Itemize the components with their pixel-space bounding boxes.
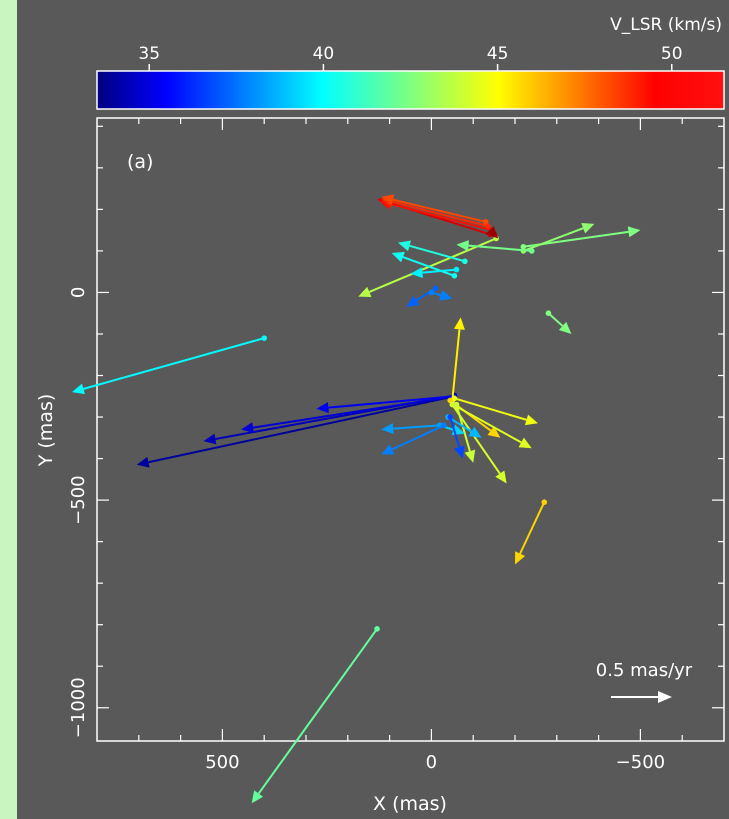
colorbar: 35 40 45 50 V_LSR (km/s) xyxy=(96,15,725,110)
motion-vector-head xyxy=(251,790,264,804)
panel-label: (a) xyxy=(127,151,153,173)
motion-vector-head xyxy=(453,317,465,330)
y-axis-label: Y (mas) xyxy=(35,394,57,468)
motion-vector-head xyxy=(397,240,411,252)
motion-vector-shaft xyxy=(451,329,461,401)
x-tick-label: −500 xyxy=(616,752,665,773)
motion-vector-shaft xyxy=(328,395,455,409)
motion-vector-shaft xyxy=(257,628,378,795)
colorbar-tick-label: 45 xyxy=(487,44,509,64)
maser-feature xyxy=(447,397,501,438)
motion-vector-shaft xyxy=(252,395,455,429)
colorbar-tick-label: 50 xyxy=(661,44,683,64)
motion-vector-head xyxy=(581,223,595,234)
motion-vector-head xyxy=(391,251,405,263)
scale-arrow: 0.5 mas/yr xyxy=(596,660,693,703)
colorbar-tick-label: 35 xyxy=(138,44,160,64)
motion-vector-head xyxy=(203,433,217,445)
x-tick-label: 500 xyxy=(205,752,239,773)
axis-ticks xyxy=(97,118,724,741)
scale-arrow-label: 0.5 mas/yr xyxy=(596,660,693,681)
motion-vector-head xyxy=(358,286,372,298)
maser-feature xyxy=(71,335,268,395)
maser-feature xyxy=(545,310,572,334)
motion-vector-head xyxy=(627,226,641,238)
motion-vector-head xyxy=(558,321,572,334)
y-tick-label: −500 xyxy=(68,475,89,524)
motion-vector-shaft xyxy=(422,268,457,274)
motion-vector-head xyxy=(316,402,329,414)
maser-feature xyxy=(397,240,468,265)
maser-feature xyxy=(451,395,538,426)
y-tick-label: −1000 xyxy=(68,677,89,738)
motion-vector-shaft xyxy=(455,404,471,452)
motion-vector-shaft xyxy=(547,312,564,327)
maser-feature xyxy=(456,240,535,254)
motion-vector-shaft xyxy=(523,227,584,252)
motion-vector-head xyxy=(485,226,499,239)
maser-feature xyxy=(410,266,460,279)
motion-vector-head xyxy=(406,295,420,307)
motion-vector-head xyxy=(410,267,423,279)
x-axis-label: X (mas) xyxy=(373,793,447,815)
motion-vector-shaft xyxy=(392,198,486,223)
motion-vector-shaft xyxy=(519,501,546,555)
motion-vector-head xyxy=(439,289,453,301)
plot-frame xyxy=(96,117,725,742)
motion-vector-head xyxy=(381,194,395,206)
tick-labels: 500 0 −500 0 −500 −1000 xyxy=(68,287,665,773)
motion-vector-shaft xyxy=(390,203,493,232)
motion-vector-shaft xyxy=(468,244,532,252)
motion-vector-head xyxy=(464,449,476,463)
maser-feature xyxy=(428,289,453,301)
motion-vector-head xyxy=(518,437,532,449)
scale-arrow-head xyxy=(658,691,672,703)
motion-vector-head xyxy=(454,445,465,459)
maser-feature xyxy=(381,422,447,455)
maser-feature xyxy=(381,194,489,225)
motion-vector-head xyxy=(456,240,469,252)
y-tick-label: 0 xyxy=(68,287,89,298)
motion-vector-head xyxy=(487,426,501,438)
motion-vector-shaft xyxy=(391,424,445,451)
maser-feature xyxy=(485,226,499,239)
motion-vector-head xyxy=(381,423,394,435)
maser-feature xyxy=(391,251,458,279)
motion-vector-head xyxy=(524,414,538,426)
proper-motion-vectors xyxy=(71,194,641,804)
motion-vector-head xyxy=(241,422,254,434)
maser-feature xyxy=(515,499,548,565)
motion-vector-shaft xyxy=(392,200,489,227)
motion-vector-head xyxy=(71,383,85,395)
motion-vector-shaft xyxy=(449,416,461,448)
motion-vector-shaft xyxy=(393,424,440,430)
feature-position-dot xyxy=(453,266,460,273)
motion-vector-shaft xyxy=(409,244,466,263)
motion-vector-head xyxy=(381,444,395,455)
motion-vector-shaft xyxy=(431,291,442,297)
colorbar-ticks: 35 40 45 50 xyxy=(138,44,683,71)
x-tick-label: 0 xyxy=(426,752,437,773)
motion-vector-shaft xyxy=(402,256,455,277)
motion-vector-shaft xyxy=(454,397,527,421)
motion-vector-shaft xyxy=(83,337,265,390)
motion-vector-head xyxy=(136,456,150,468)
maser-feature xyxy=(251,626,380,804)
motion-vector-shaft xyxy=(455,405,522,444)
motion-vector-shaft xyxy=(447,416,472,433)
motion-vector-head xyxy=(495,470,507,484)
colorbar-label: V_LSR (km/s) xyxy=(610,15,722,35)
colorbar-tick-label: 40 xyxy=(313,44,335,64)
maser-feature xyxy=(453,401,476,463)
motion-vector-head xyxy=(468,426,482,438)
motion-vector-head xyxy=(515,551,526,565)
maser-feature xyxy=(447,414,465,459)
motion-vector-shaft xyxy=(148,395,455,464)
motion-vector-shaft xyxy=(368,237,497,293)
colorbar-gradient xyxy=(96,70,725,110)
feature-position-dot xyxy=(485,223,491,229)
